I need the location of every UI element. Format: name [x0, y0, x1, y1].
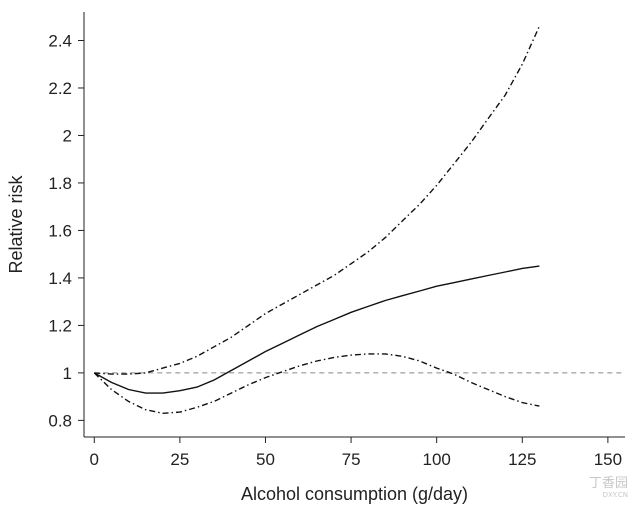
watermark-text: 丁香园 [588, 476, 628, 491]
series-line-lower-ci [93, 353, 540, 415]
y-tick-label: 2 [63, 126, 72, 145]
y-tick-label: 2.2 [48, 79, 72, 98]
y-tick-label: 1 [63, 364, 72, 383]
y-tick-label: 1.8 [48, 174, 72, 193]
x-tick-label: 25 [170, 450, 189, 469]
y-tick-label: 1.4 [48, 269, 72, 288]
y-tick-label: 1.2 [48, 316, 72, 335]
axes-layer [83, 12, 625, 438]
y-tick-label: 1.6 [48, 221, 72, 240]
x-tick-label: 50 [256, 450, 275, 469]
series-line-estimate [93, 265, 540, 394]
series-layer [93, 25, 541, 415]
x-tick-label: 75 [342, 450, 361, 469]
x-ticks: 0 25 50 75 100 125 150 [90, 437, 622, 469]
y-ticks: 0.8 1 1.2 1.4 1.6 1.8 2 2.2 2.4 [48, 31, 84, 430]
y-tick-label: 2.4 [48, 31, 72, 50]
x-tick-label: 0 [90, 450, 99, 469]
series-line-upper-ci [94, 25, 541, 375]
watermark-logo: 丁香园 DXY.CN [589, 477, 628, 499]
y-tick-label: 0.8 [48, 411, 72, 430]
x-tick-label: 150 [594, 450, 622, 469]
x-tick-label: 100 [422, 450, 450, 469]
x-tick-label: 125 [508, 450, 536, 469]
y-axis-title: Relative risk [6, 174, 26, 273]
watermark-subtext: DXY.CN [602, 491, 628, 499]
x-axis-title: Alcohol consumption (g/day) [241, 484, 468, 504]
